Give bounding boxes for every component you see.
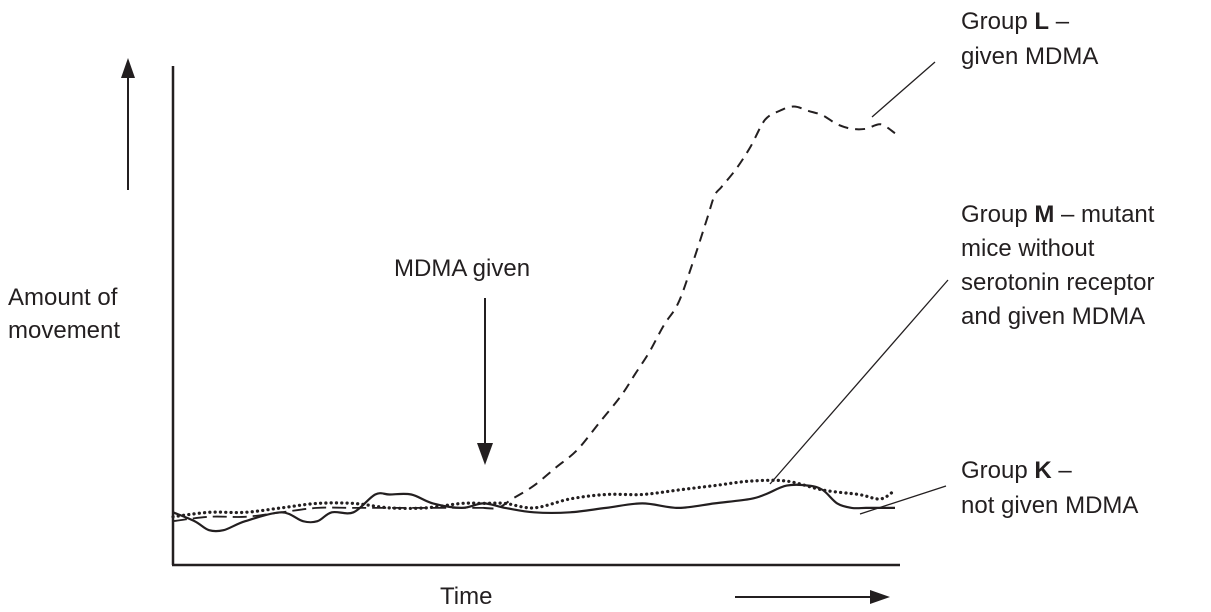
legend-label-group-m-line-2: mice without xyxy=(961,235,1095,262)
legend-label-group-k-line-2: not given MDMA xyxy=(961,492,1138,519)
leader-line-group-m xyxy=(769,279,949,485)
x-axis-label: Time xyxy=(440,583,492,610)
y-axis-label-line-2: movement xyxy=(8,317,120,344)
series-line-group-l xyxy=(483,105,896,510)
y-axis-label-line-1: Amount of xyxy=(8,284,118,311)
series-line-baseline xyxy=(172,506,484,523)
legend-label-group-m: Group M – mutant xyxy=(961,201,1155,228)
legend-label-group-k: Group K – xyxy=(961,457,1072,484)
series-line-group-k xyxy=(172,483,895,533)
legend-label-group-l: Group L – xyxy=(961,8,1070,35)
annotation-arrow xyxy=(477,298,493,465)
leader-line-group-l xyxy=(871,61,936,118)
leader-line-group-k xyxy=(859,485,947,515)
legend-label-group-l-line-2: given MDMA xyxy=(961,43,1098,70)
x-axis-arrow xyxy=(735,590,890,604)
legend-label-group-m-line-4: and given MDMA xyxy=(961,303,1145,330)
y-axis-arrow xyxy=(121,58,135,190)
legend-label-group-m-line-3: serotonin receptor xyxy=(961,269,1154,296)
annotation-mdma-given: MDMA given xyxy=(394,255,530,282)
